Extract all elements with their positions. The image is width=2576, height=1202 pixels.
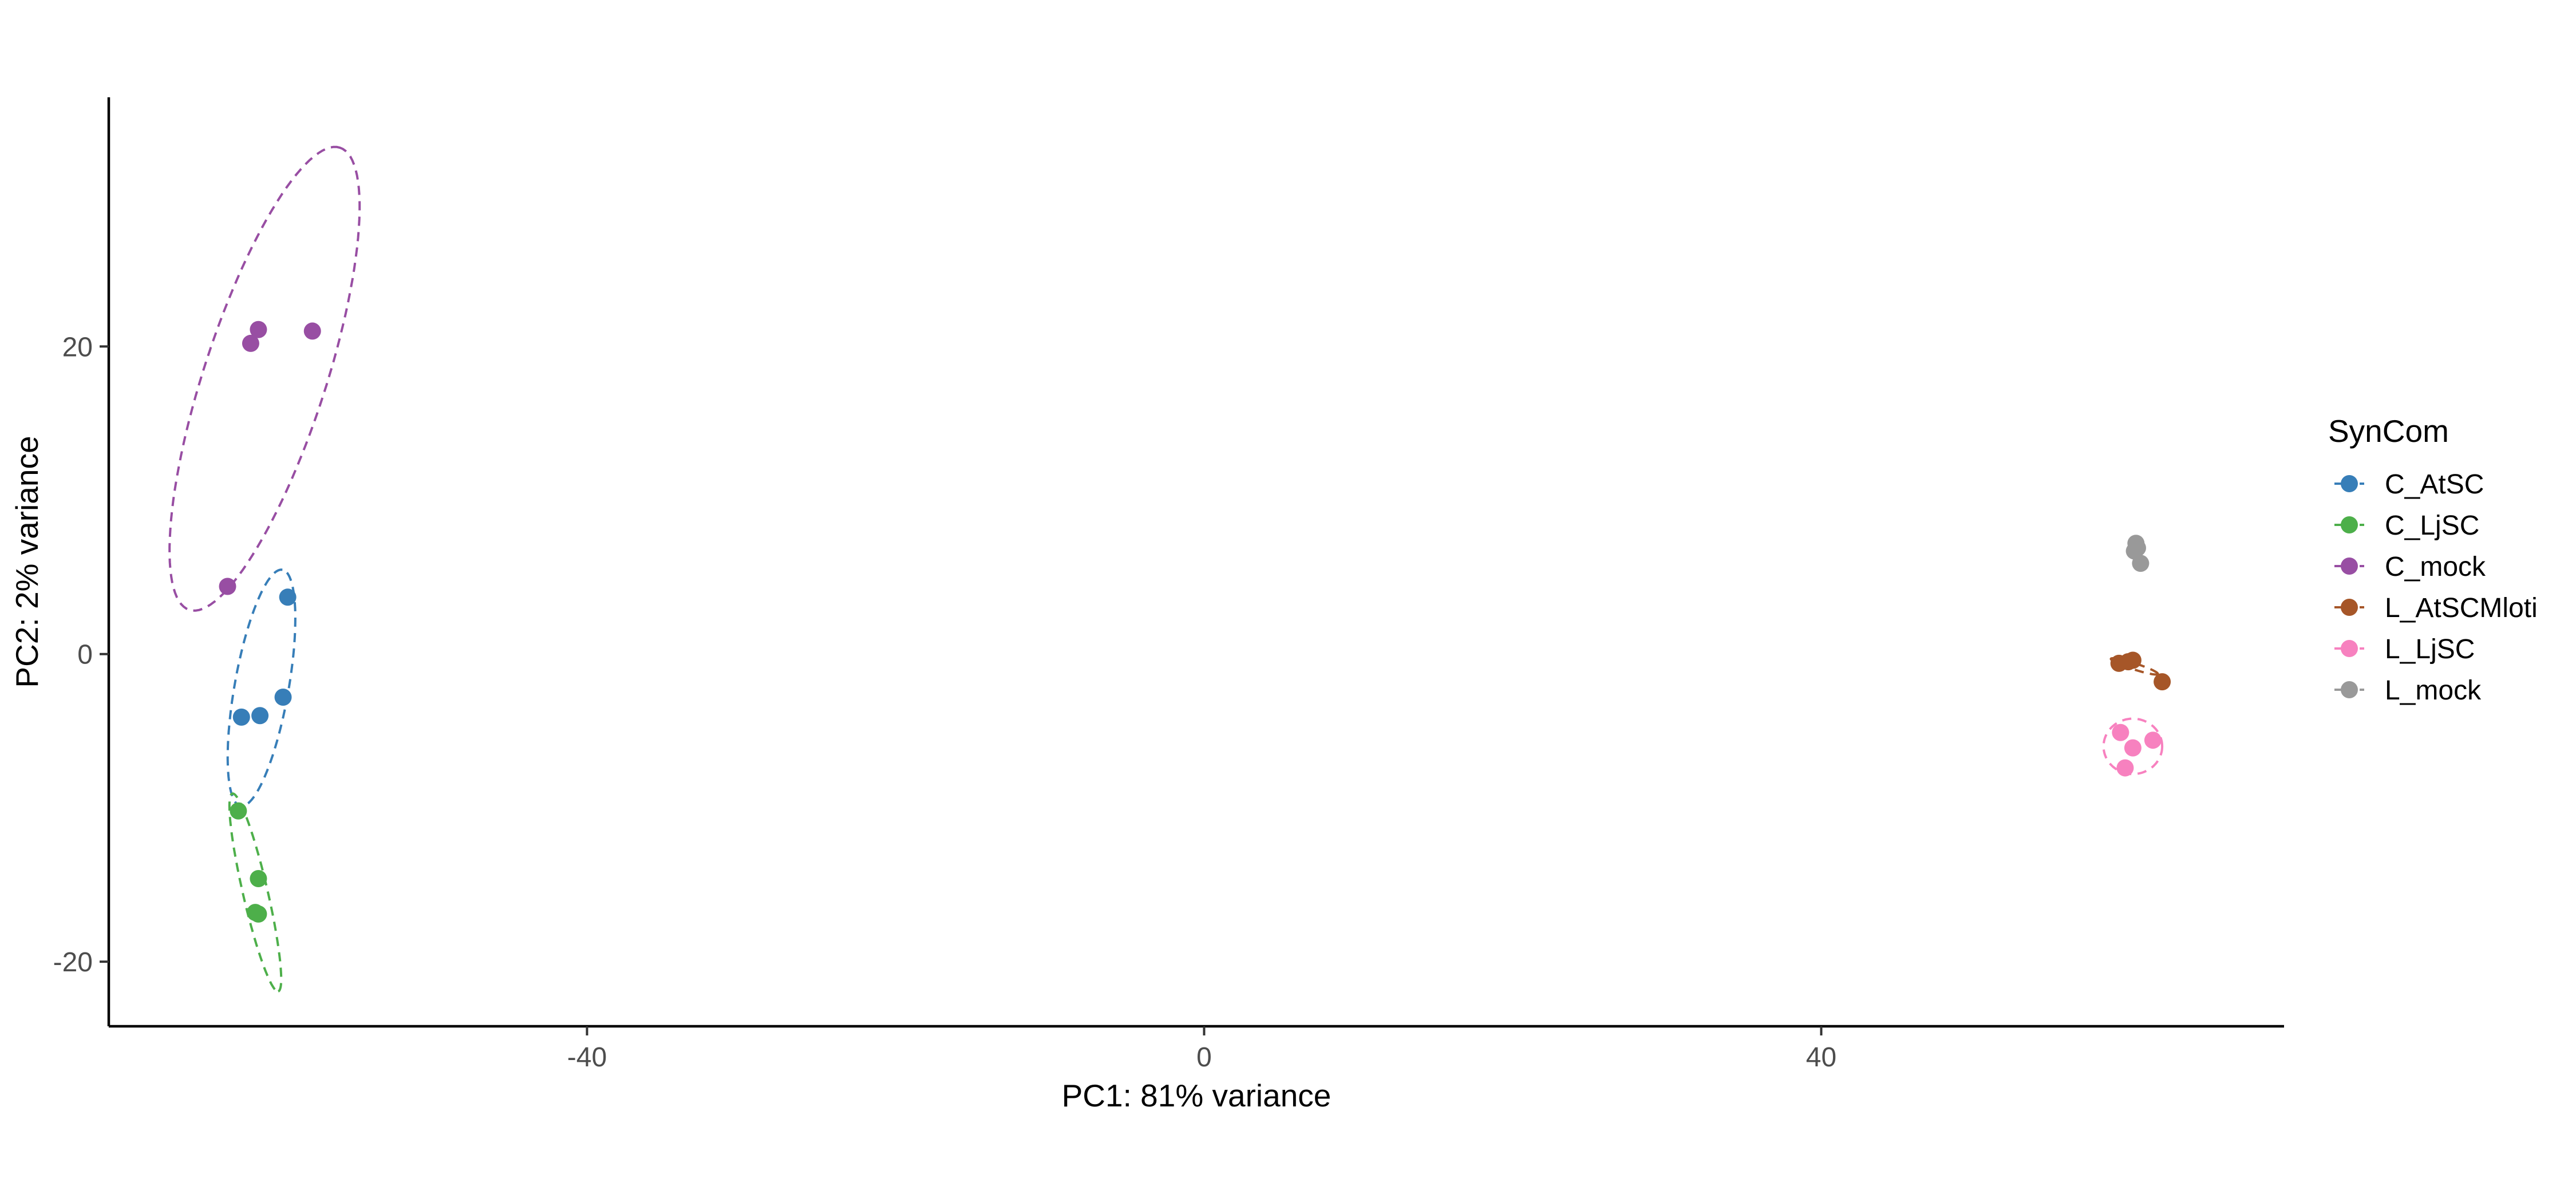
point-C_LjSC (230, 802, 247, 820)
legend-key-dot (2341, 640, 2358, 657)
point-L_LjSC (2112, 723, 2129, 741)
legend-title: SynCom (2328, 413, 2449, 449)
ellipse-C_LjSC (228, 792, 283, 993)
point-C_AtSC (279, 588, 297, 606)
point-L_AtSCMloti (2154, 673, 2171, 691)
legend-label: L_LjSC (2385, 634, 2475, 665)
legend-label: C_mock (2385, 552, 2486, 582)
legend-key-dot (2341, 681, 2358, 698)
ellipse-C_mock (168, 145, 361, 612)
point-C_mock (250, 321, 267, 338)
point-L_mock (2132, 555, 2150, 572)
legend: SynCom C_AtSC C_LjSC C_mock L_AtSCMloti L_Lj… (2328, 413, 2538, 706)
point-C_LjSC (250, 870, 267, 888)
point-C_AtSC (251, 707, 269, 725)
point-L_AtSCMloti (2124, 651, 2142, 669)
legend-key-dot (2341, 599, 2358, 616)
legend-label: L_mock (2385, 675, 2482, 706)
x-axis-title: PC1: 81% variance (1062, 1078, 1332, 1113)
y-axis-ticks: -20 0 20 (53, 332, 109, 978)
x-axis-ticks: -40 0 40 (567, 1026, 1836, 1073)
y-tick-label: -20 (53, 947, 93, 978)
legend-label: L_AtSCMloti (2385, 593, 2538, 623)
point-C_mock (219, 578, 236, 595)
ellipse-L_AtSCMloti (2109, 657, 2159, 676)
legend-key-dot (2341, 475, 2358, 492)
point-L_LjSC (2116, 759, 2134, 777)
point-L_LjSC (2124, 739, 2142, 757)
point-C_AtSC (274, 688, 292, 706)
legend-key-dot (2341, 557, 2358, 575)
x-tick-label: -40 (567, 1042, 607, 1073)
y-axis-title: PC2: 2% variance (9, 436, 45, 687)
y-tick-label: 0 (77, 640, 93, 670)
point-C_mock (242, 334, 259, 352)
axes (107, 97, 2284, 1028)
x-tick-label: 40 (1806, 1042, 1836, 1073)
legend-label: C_LjSC (2385, 511, 2479, 541)
point-C_LjSC (250, 905, 267, 923)
point-C_AtSC (232, 708, 250, 726)
x-tick-label: 0 (1196, 1042, 1212, 1073)
y-tick-label: 20 (62, 332, 93, 362)
points-layer (219, 321, 2171, 923)
legend-key-dot (2341, 516, 2358, 533)
legend-label: C_AtSC (2385, 469, 2484, 500)
point-C_mock (303, 322, 321, 340)
point-L_LjSC (2144, 732, 2162, 749)
